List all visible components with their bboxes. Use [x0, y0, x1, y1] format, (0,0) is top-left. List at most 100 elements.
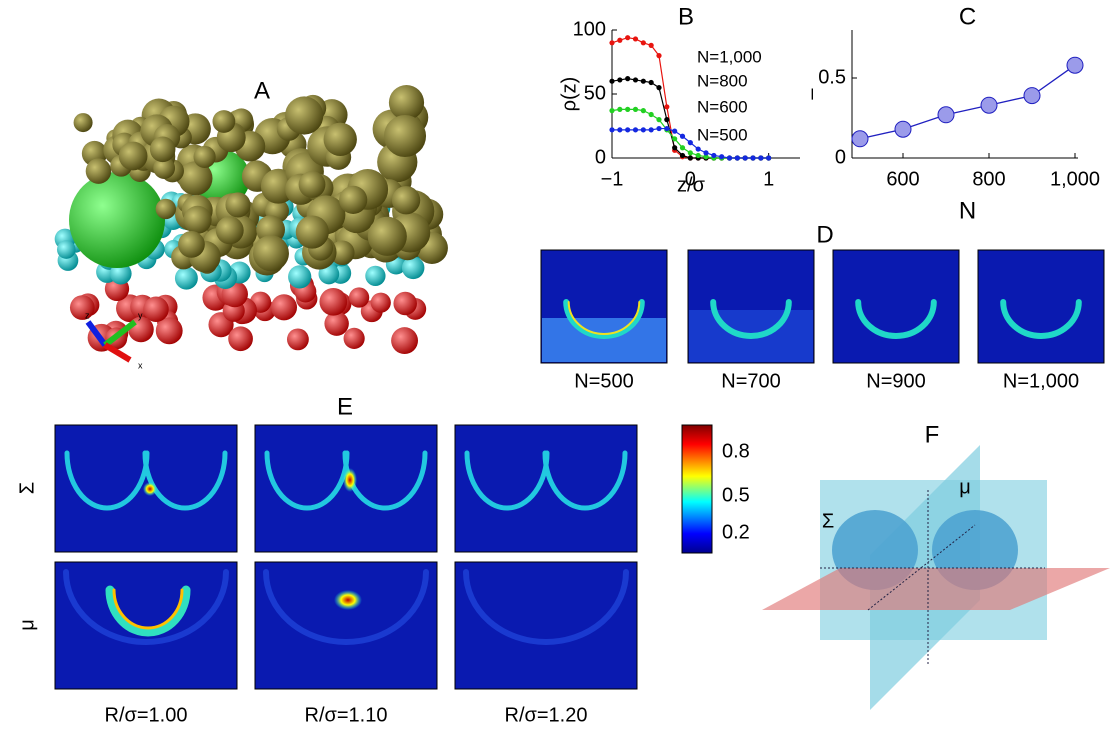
- data-point: [734, 155, 740, 161]
- column-label: R/σ=1.20: [505, 704, 588, 726]
- particle-render: [54, 84, 448, 363]
- particle: [252, 235, 289, 272]
- data-point: [625, 35, 631, 41]
- particle: [285, 96, 324, 135]
- data-point: [656, 85, 662, 91]
- data-point: [632, 106, 639, 112]
- particle: [383, 114, 427, 158]
- data-point: [617, 106, 623, 112]
- particle: [270, 294, 298, 321]
- series-line: [859, 64, 1076, 140]
- heatmap-ridge: [63, 569, 229, 645]
- heatmap: [454, 424, 638, 553]
- heatmap: [254, 424, 438, 553]
- data-point: [656, 117, 662, 123]
- panel-label: A: [254, 77, 270, 104]
- data-point: [648, 111, 654, 118]
- data-point: [609, 40, 615, 46]
- x-tick-label: 1: [763, 168, 774, 190]
- particle: [215, 216, 244, 245]
- heatmap-ridge: [1000, 299, 1082, 339]
- column-label: R/σ=1.10: [305, 704, 388, 726]
- particle: [149, 136, 176, 163]
- data-point: [632, 36, 639, 42]
- data-point: [894, 120, 912, 138]
- heatmap: [254, 561, 438, 690]
- legend-entry: N=600: [697, 97, 748, 116]
- panel-label: D: [816, 221, 833, 248]
- particle: [370, 292, 391, 313]
- y-axis-label: –: [800, 88, 822, 100]
- data-point: [648, 127, 654, 133]
- particle: [339, 185, 368, 215]
- data-point: [625, 106, 631, 112]
- particle: [225, 192, 251, 218]
- colorbar: [681, 424, 713, 554]
- heatmap: [687, 249, 815, 364]
- particle: [153, 157, 176, 179]
- particle: [323, 122, 357, 157]
- plane-label: Σ: [822, 510, 834, 532]
- data-point: [609, 78, 615, 84]
- panel-label: F: [925, 421, 940, 448]
- data-point: [679, 133, 686, 139]
- heatmap-ridge: [567, 301, 641, 335]
- colorbar-tick-label: 0.2: [722, 521, 750, 543]
- heatmap-caption: N=500: [574, 370, 634, 392]
- legend-entry: N=1,000: [697, 47, 762, 66]
- data-point: [695, 146, 701, 152]
- heatmap-bg: [254, 561, 438, 690]
- particle: [143, 296, 169, 322]
- particle: [193, 145, 216, 169]
- y-tick-label: 0: [835, 146, 846, 168]
- heatmap-ridge: [563, 299, 645, 339]
- particle: [367, 216, 407, 256]
- data-point: [672, 128, 678, 134]
- series-line: [611, 78, 769, 159]
- axis-arrow: [103, 342, 132, 363]
- data-point: [719, 154, 725, 160]
- data-point: [609, 108, 615, 114]
- heatmap-ridge: [64, 450, 150, 511]
- heatmap-bg: [54, 561, 238, 690]
- particle: [329, 240, 355, 266]
- data-point: [640, 40, 646, 46]
- heatmap-spot: [334, 590, 362, 610]
- x-axis-label: z/σ: [677, 174, 706, 196]
- colorbar-tick-label: 0.5: [722, 484, 750, 506]
- heatmap-caption: N=1,000: [1003, 370, 1079, 392]
- data-point: [648, 42, 654, 48]
- heatmap-ridge: [464, 450, 550, 511]
- x-axis-label: N: [959, 197, 976, 224]
- data-point: [617, 127, 623, 133]
- heatmap-ridge: [710, 299, 792, 339]
- panel-label: E: [337, 393, 353, 420]
- column-label: R/σ=1.00: [105, 704, 188, 726]
- data-point: [672, 145, 678, 151]
- colorbar-tick-label: 0.8: [722, 440, 750, 462]
- heatmap-caption: N=900: [866, 370, 926, 392]
- chart-title: B: [678, 3, 694, 30]
- data-point: [664, 117, 670, 123]
- particle: [343, 327, 365, 349]
- data-point: [656, 53, 662, 59]
- heatmap-bg: [977, 249, 1105, 364]
- plane: [762, 568, 1110, 610]
- particle: [155, 198, 177, 220]
- data-point: [664, 104, 670, 110]
- particle: [128, 316, 154, 343]
- y-tick-label: 0: [595, 146, 606, 168]
- heatmap: [832, 249, 960, 364]
- data-point: [766, 155, 772, 161]
- data-point: [703, 154, 709, 160]
- legend-entry: N=500: [697, 125, 748, 144]
- data-point: [632, 77, 639, 83]
- particle: [348, 287, 370, 308]
- particle: [174, 266, 198, 290]
- data-point: [687, 155, 693, 161]
- particle: [178, 231, 205, 258]
- particle: [183, 205, 212, 234]
- data-point: [851, 130, 869, 148]
- data-point: [664, 125, 670, 132]
